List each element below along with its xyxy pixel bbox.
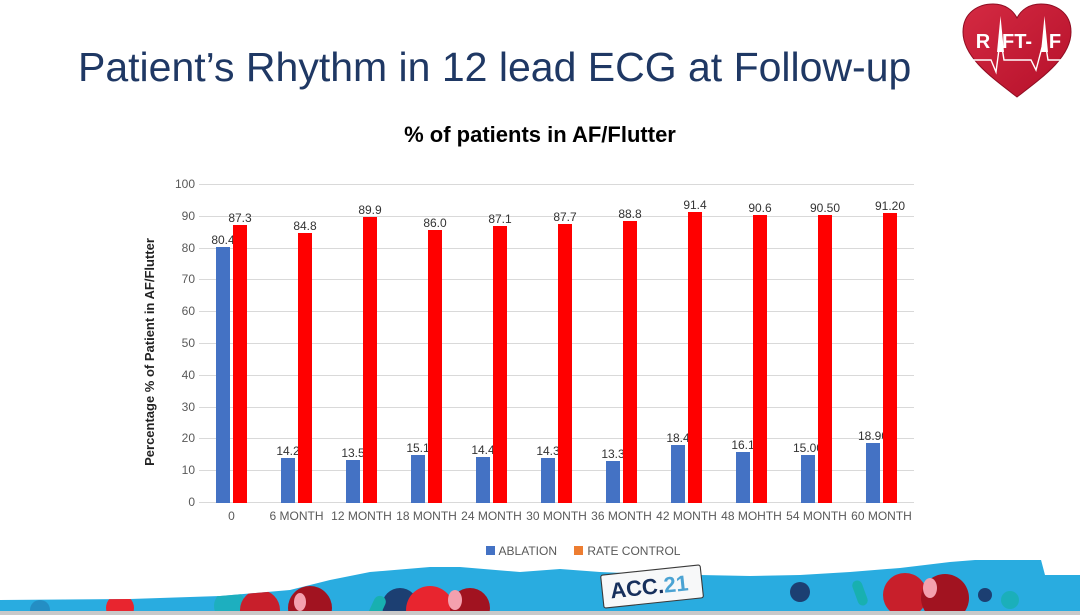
svg-text:FT-: FT- [1002,31,1032,53]
svg-text:R: R [976,31,991,53]
svg-text:F: F [1049,31,1061,53]
